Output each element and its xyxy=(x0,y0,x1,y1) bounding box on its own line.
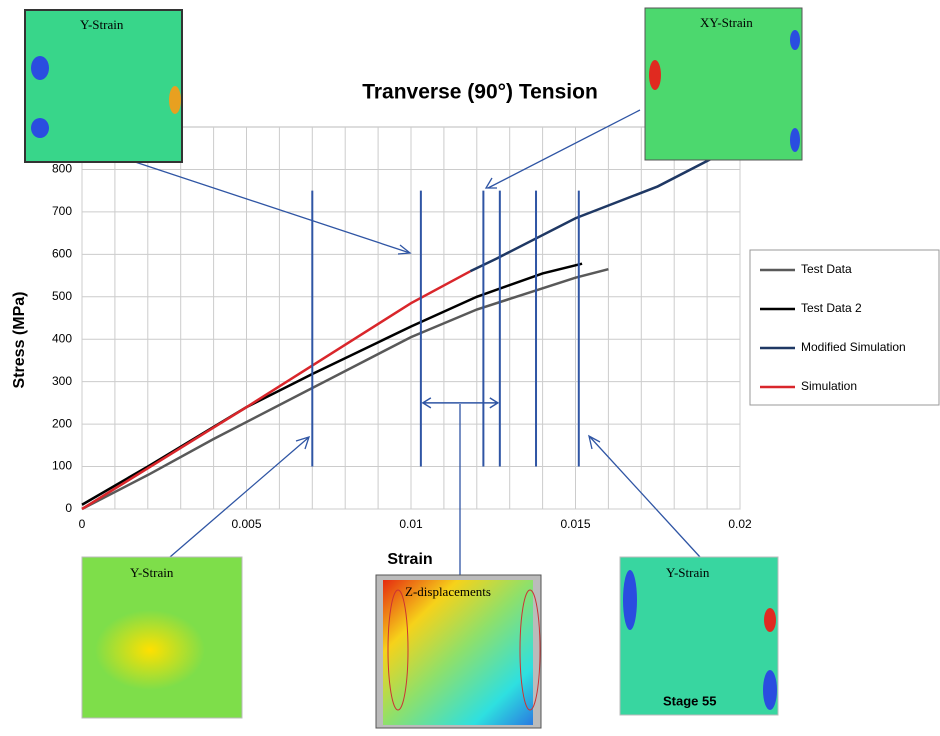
x-tick-label: 0.01 xyxy=(399,517,423,531)
inset: Z-displacements xyxy=(376,575,541,728)
inset: Y-Strain Stage 55 xyxy=(620,557,778,715)
stage-label: Stage 55 xyxy=(663,693,716,708)
inset: Y-Strain xyxy=(82,557,242,718)
legend-label: Simulation xyxy=(801,379,857,393)
y-tick-label: 200 xyxy=(52,416,72,430)
legend-label: Test Data xyxy=(801,262,852,276)
x-tick-label: 0 xyxy=(79,517,86,531)
chart: 0 0.005 0.01 0.015 0.02 0 100 200 300 400 500 600 70… xyxy=(0,0,940,731)
y-tick-label: 400 xyxy=(52,331,72,345)
inset-label: Z-displacements xyxy=(405,584,491,599)
x-tick-label: 0.015 xyxy=(560,517,590,531)
y-tick-label: 700 xyxy=(52,204,72,218)
legend-label: Modified Simulation xyxy=(801,340,906,354)
x-tick-label: 0.005 xyxy=(231,517,261,531)
inset-label: Y-Strain xyxy=(80,17,124,32)
inset: Y-Strain xyxy=(25,10,182,162)
inset-label: XY-Strain xyxy=(700,15,753,30)
y-tick-label: 800 xyxy=(52,162,72,176)
y-tick-label: 300 xyxy=(52,374,72,388)
legend-label: Test Data 2 xyxy=(801,301,862,315)
y-tick-label: 600 xyxy=(52,247,72,261)
series-line xyxy=(82,271,470,509)
inset: XY-Strain xyxy=(645,8,802,160)
y-axis-label: Stress (MPa) xyxy=(11,292,28,389)
y-tick-label: 100 xyxy=(52,459,72,473)
inset-label: Y-Strain xyxy=(666,565,710,580)
callout-arrows xyxy=(120,110,700,575)
y-tick-label: 500 xyxy=(52,289,72,303)
y-tick-label: 0 xyxy=(65,501,72,515)
x-axis-label: Strain xyxy=(387,551,432,568)
inset-label: Y-Strain xyxy=(130,565,174,580)
x-tick-label: 0.02 xyxy=(728,517,752,531)
chart-title: Tranverse (90°) Tension xyxy=(362,81,598,104)
